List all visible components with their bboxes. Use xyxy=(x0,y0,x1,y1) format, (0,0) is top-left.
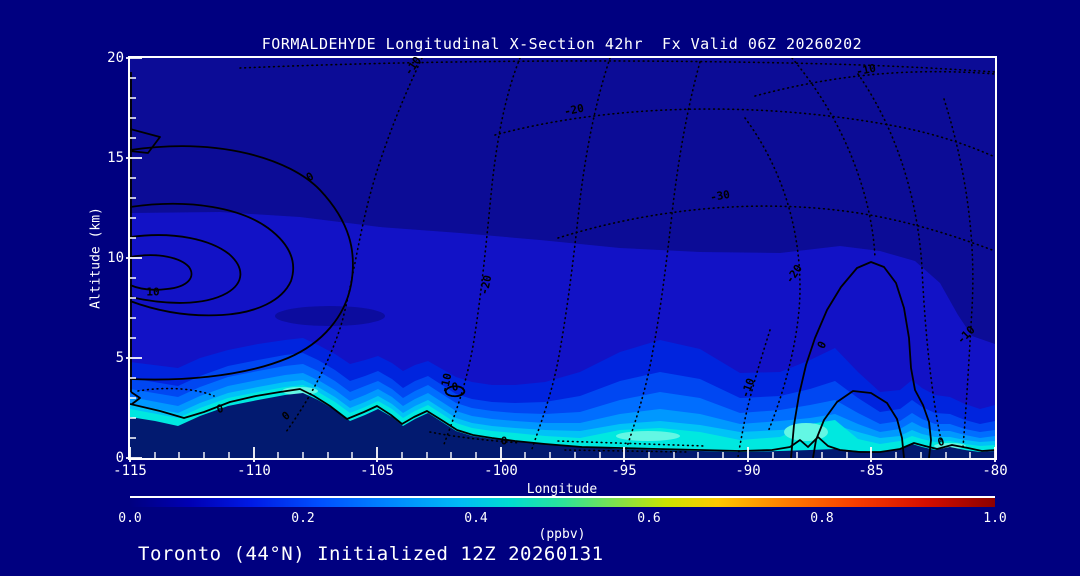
colorbar-unit-label: (ppbv) xyxy=(538,527,586,542)
solid-contours xyxy=(130,72,995,458)
y-tick-20: 20 xyxy=(107,50,124,66)
x-axis-label: Longitude xyxy=(526,482,598,497)
x-axis-minor-ticks xyxy=(154,452,971,458)
colorbar-tick-0.4: 0.4 xyxy=(464,511,488,526)
colorbar-tick-0.2: 0.2 xyxy=(291,511,315,526)
contour-label-solid: 0 xyxy=(500,434,508,448)
colorbar-tick-0.0: 0.0 xyxy=(118,511,142,526)
terrain-silhouette xyxy=(130,393,995,458)
colorbar-top-line xyxy=(130,496,995,498)
x-tick-neg90: -90 xyxy=(735,463,761,479)
x-axis-major-ticks xyxy=(129,447,996,462)
filled-contour-field xyxy=(130,58,995,458)
plot-title: FORMALDEHYDE Longitudinal X-Section 42hr… xyxy=(261,35,863,53)
colorbar-gradient xyxy=(130,498,995,507)
x-tick-neg80: -80 xyxy=(982,463,1008,479)
x-tick-neg95: -95 xyxy=(611,463,637,479)
colorbar-tick-1.0: 1.0 xyxy=(983,511,1007,526)
y-tick-5: 5 xyxy=(115,350,124,366)
y-axis-major-ticks xyxy=(126,57,142,459)
x-tick-neg100: -100 xyxy=(484,463,518,479)
contour-label-solid: 10 xyxy=(146,285,160,299)
x-tick-neg105: -105 xyxy=(360,463,394,479)
x-tick-neg110: -110 xyxy=(237,463,271,479)
colorbar-tick-0.8: 0.8 xyxy=(810,511,834,526)
x-tick-neg115: -115 xyxy=(113,463,147,479)
y-tick-15: 15 xyxy=(107,150,124,166)
y-tick-10: 10 xyxy=(107,250,124,266)
x-tick-neg85: -85 xyxy=(858,463,884,479)
dotted-contours xyxy=(137,58,995,458)
footer-init-text: Toronto (44°N) Initialized 12Z 20260131 xyxy=(138,543,604,565)
colorbar-tick-0.6: 0.6 xyxy=(637,511,661,526)
y-axis-minor-ticks xyxy=(130,77,136,439)
y-tick-0: 0 xyxy=(115,450,124,466)
